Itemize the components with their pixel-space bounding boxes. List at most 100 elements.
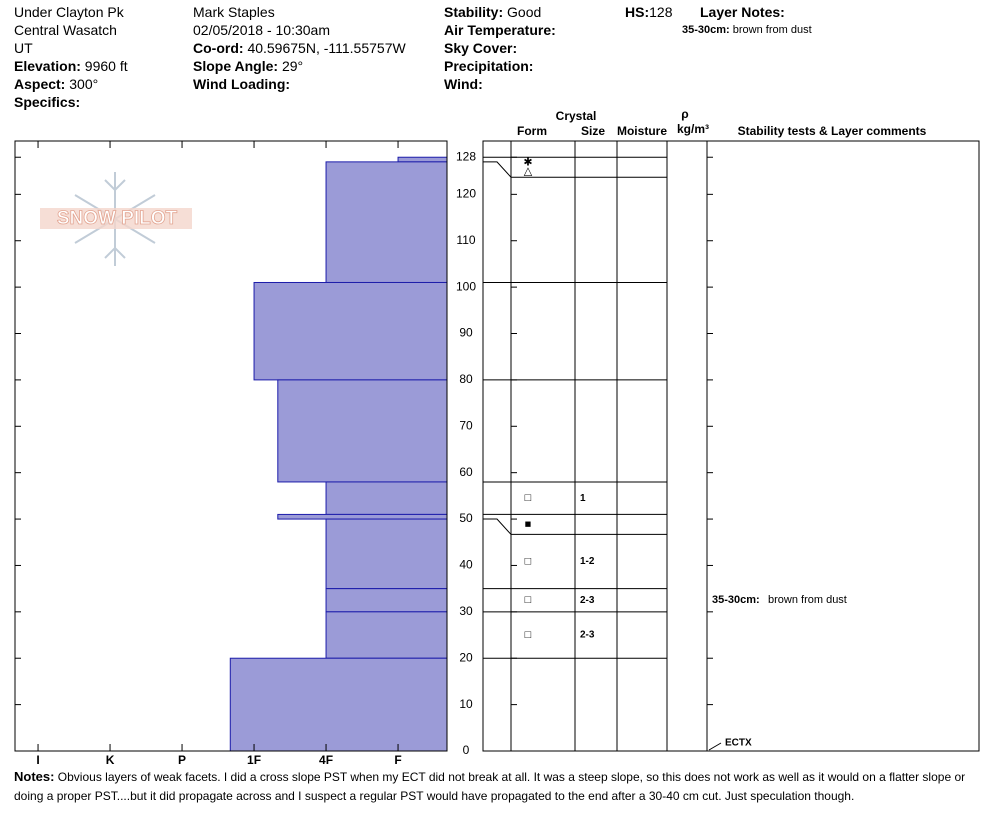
- precipitation: Precipitation:: [444, 58, 533, 74]
- logo-band: [40, 208, 192, 229]
- coord: Co-ord: 40.59675N, -111.55757W: [193, 40, 406, 56]
- grain-form: □: [525, 594, 532, 606]
- grain-size: 2-3: [580, 595, 595, 606]
- x-tick-label: P: [178, 753, 186, 767]
- note-text: brown from dust: [732, 24, 812, 36]
- field-value: Good: [507, 4, 542, 20]
- grain-size: 1-2: [580, 556, 595, 567]
- field-label: Air Temperature:: [444, 22, 556, 38]
- field-value: 9960 ft: [84, 58, 128, 74]
- y-tick-label: 30: [459, 604, 473, 618]
- x-tick-label: 4F: [319, 753, 333, 767]
- field-value: 128: [649, 4, 673, 20]
- sky-cover: Sky Cover:: [444, 40, 517, 56]
- layer-comment-label: 35-30cm:: [712, 594, 760, 606]
- grain-size: 2-3: [580, 630, 595, 641]
- layer-comment: brown from dust: [768, 594, 847, 606]
- field-label: Specifics:: [14, 94, 81, 110]
- y-tick-label: 0: [463, 743, 470, 757]
- field-value: 29°: [281, 58, 304, 74]
- hardness-bar: [325, 588, 448, 613]
- slope-angle: Slope Angle: 29°: [193, 58, 303, 74]
- field-value: 300°: [69, 76, 99, 92]
- specifics: Specifics:: [14, 94, 80, 110]
- y-tick-label: 10: [459, 697, 473, 711]
- y-tick-label: 110: [456, 233, 475, 247]
- aspect: Aspect: 300°: [14, 76, 98, 92]
- field-label: Wind:: [444, 76, 483, 92]
- layer-boundary: [483, 518, 667, 535]
- elevation: Elevation: 9960 ft: [14, 58, 128, 74]
- notes: Notes: Obvious layers of weak facets. I …: [14, 767, 992, 806]
- column-header: Form: [517, 124, 547, 138]
- note-label: 35-30cm:: [682, 24, 730, 36]
- grain-form: □: [525, 629, 532, 641]
- layer-note: 35-30cm: brown from dust: [682, 24, 812, 36]
- y-tick-label: 20: [459, 650, 473, 664]
- field-label: Elevation:: [14, 58, 81, 74]
- field-label: HS:: [625, 4, 650, 20]
- range: Central Wasatch: [14, 22, 117, 38]
- grain-form: △: [524, 166, 533, 178]
- logo-flake: [104, 179, 126, 192]
- logo-text: SNOW PILOT: [57, 208, 178, 229]
- field-label: Precipitation:: [444, 58, 534, 74]
- location: Under Clayton Pk: [14, 4, 124, 20]
- grain-form: ✱: [523, 157, 532, 169]
- field-label: Slope Angle:: [193, 58, 279, 74]
- column-header: Stability tests & Layer comments: [738, 124, 927, 138]
- hs: HS:128: [625, 4, 672, 20]
- y-tick-label: 70: [459, 418, 473, 432]
- y-tick-label: 80: [459, 372, 473, 386]
- y-tick-label: 60: [459, 465, 473, 479]
- grain-form: □: [525, 555, 532, 567]
- grain-form: ■: [525, 518, 532, 530]
- hardness-bar: [325, 481, 448, 515]
- notes-text: Obvious layers of weak facets. I did a c…: [14, 770, 966, 803]
- hardness-bar: [325, 161, 448, 283]
- y-tick-label: 40: [459, 558, 473, 572]
- field-label: Sky Cover:: [444, 40, 518, 56]
- layer-notes: Layer Notes:: [700, 4, 785, 20]
- x-tick-label: 1F: [247, 753, 261, 767]
- layer-boundary: [483, 161, 667, 178]
- hardness-bar: [397, 156, 448, 163]
- hardness-frame: [14, 140, 448, 752]
- y-tick-label: 120: [456, 187, 476, 201]
- state: UT: [14, 40, 33, 56]
- datetime: 02/05/2018 - 10:30am: [193, 22, 330, 38]
- stability: Stability: Good: [444, 4, 541, 20]
- field-label: Aspect:: [14, 76, 66, 92]
- field-label: Wind Loading:: [193, 76, 291, 92]
- y-tick-label: 50: [459, 511, 473, 525]
- y-tick-label: 100: [456, 279, 476, 293]
- y-tick-label: 90: [459, 326, 473, 340]
- air-temperature: Air Temperature:: [444, 22, 556, 38]
- grain-form: □: [525, 492, 532, 504]
- notes-label: Notes:: [14, 769, 55, 784]
- hardness-bar: [229, 657, 448, 752]
- column-header: Crystal: [556, 109, 597, 123]
- hardness-bar: [325, 518, 448, 590]
- observer: Mark Staples: [193, 4, 275, 20]
- x-tick-label: F: [394, 753, 401, 767]
- hardness-bar: [277, 513, 448, 520]
- y-tick-label: 128: [456, 149, 476, 163]
- x-tick-label: K: [106, 753, 115, 767]
- wind: Wind:: [444, 76, 483, 92]
- hardness-bar: [325, 611, 448, 659]
- wind-loading: Wind Loading:: [193, 76, 290, 92]
- field-label: Co-ord:: [193, 40, 244, 56]
- test-result: ECTX: [725, 738, 752, 749]
- field-label: Stability:: [444, 4, 504, 20]
- hardness-bar: [253, 281, 448, 381]
- column-header: ρ: [681, 107, 688, 121]
- field-label: Layer Notes:: [700, 4, 785, 20]
- grain-size: 1: [580, 493, 586, 504]
- column-header: Moisture: [617, 124, 667, 138]
- hardness-bar: [277, 379, 448, 483]
- column-header: kg/m³: [677, 122, 709, 136]
- column-header: Size: [581, 124, 605, 138]
